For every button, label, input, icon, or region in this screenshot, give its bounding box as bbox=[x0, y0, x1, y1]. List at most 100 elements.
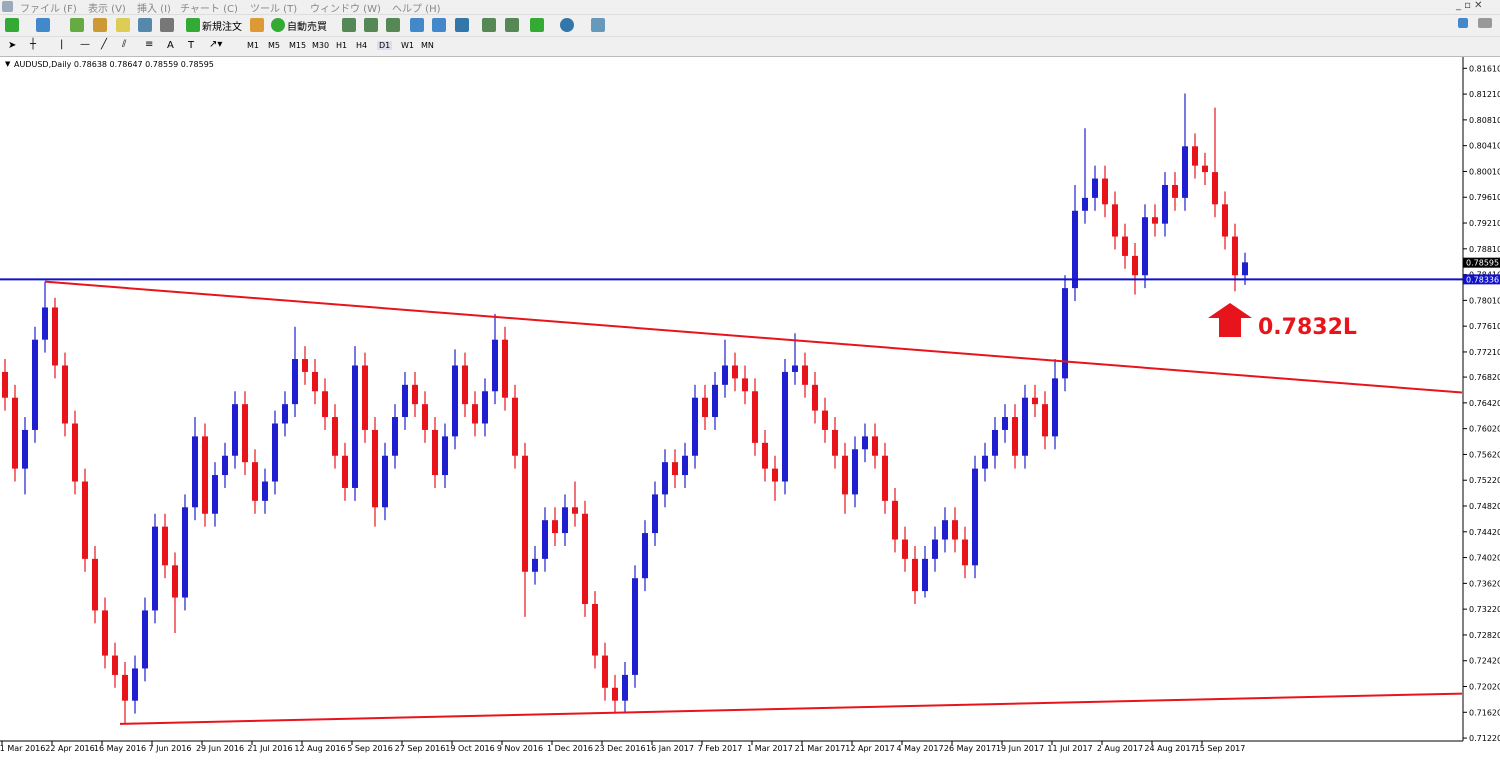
x-tick-label: 16 May 2016 bbox=[94, 744, 146, 753]
candle-body bbox=[1002, 417, 1008, 430]
menu-item[interactable]: ツール (T) bbox=[250, 4, 298, 15]
new-order-icon[interactable] bbox=[186, 18, 200, 32]
vline-tool[interactable]: | bbox=[60, 39, 64, 50]
candle-body bbox=[322, 391, 328, 418]
candle-body bbox=[972, 468, 978, 566]
tool-button[interactable] bbox=[364, 18, 378, 32]
chart-header: AUDUSD,Daily 0.78638 0.78647 0.78559 0.7… bbox=[14, 60, 214, 69]
candle-body bbox=[32, 339, 38, 430]
candle-body bbox=[402, 384, 408, 418]
candle-body bbox=[1062, 288, 1068, 379]
toolbar-button[interactable]: 新規注文 bbox=[202, 22, 242, 33]
annotation-arrow bbox=[1208, 303, 1252, 337]
y-tick-label: 0.79610 bbox=[1469, 193, 1500, 202]
x-tick-label: 15 Sep 2017 bbox=[1195, 744, 1246, 753]
menu-item[interactable]: ウィンドウ (W) bbox=[310, 4, 381, 15]
tool-button[interactable] bbox=[410, 18, 424, 32]
timeframe-button[interactable]: M30 bbox=[312, 41, 330, 50]
timeframe-button[interactable]: W1 bbox=[401, 41, 414, 50]
candle-body bbox=[342, 455, 348, 488]
timeframe-button[interactable]: M1 bbox=[247, 41, 259, 50]
tool-button[interactable] bbox=[138, 18, 152, 32]
menu-item[interactable]: 表示 (V) bbox=[88, 4, 126, 15]
y-tick-label: 0.71620 bbox=[1469, 708, 1500, 717]
chat-button[interactable] bbox=[1478, 18, 1492, 28]
y-tick-label: 0.71220 bbox=[1469, 734, 1500, 743]
timeframe-button[interactable]: H1 bbox=[336, 41, 348, 50]
tool-button[interactable] bbox=[505, 18, 519, 32]
search-button[interactable] bbox=[1458, 18, 1468, 28]
menu-item[interactable]: 挿入 (I) bbox=[137, 4, 171, 15]
app-icon bbox=[2, 1, 13, 12]
label-tool[interactable]: T bbox=[188, 40, 195, 51]
menu-item[interactable]: ヘルプ (H) bbox=[392, 4, 441, 15]
tool-button[interactable] bbox=[432, 18, 446, 32]
y-tick-label: 0.77210 bbox=[1469, 348, 1500, 357]
candle-body bbox=[752, 391, 758, 443]
cursor-tool[interactable]: ➤ bbox=[8, 40, 17, 51]
fibo-tool[interactable]: ≡ bbox=[145, 39, 154, 50]
candle-body bbox=[722, 365, 728, 385]
candle-body bbox=[92, 558, 98, 611]
candle-body bbox=[122, 674, 128, 701]
tool-button[interactable] bbox=[455, 18, 469, 32]
tool-button[interactable] bbox=[560, 18, 574, 32]
arrow-tool[interactable]: ↗▾ bbox=[209, 39, 223, 50]
hline-price-label: 0.78336 bbox=[1466, 275, 1499, 284]
tool-button[interactable] bbox=[36, 18, 50, 32]
text-tool[interactable]: A bbox=[167, 40, 174, 51]
tool-button[interactable] bbox=[160, 18, 174, 32]
candle-body bbox=[292, 359, 298, 405]
timeframe-button[interactable]: M15 bbox=[289, 41, 307, 50]
candle-body bbox=[602, 655, 608, 688]
timeframe-button[interactable]: MN bbox=[421, 41, 434, 50]
timeframe-button[interactable]: H4 bbox=[356, 41, 368, 50]
x-tick-label: 24 Aug 2017 bbox=[1144, 744, 1195, 753]
channel-tool[interactable]: ⫽ bbox=[122, 39, 127, 50]
candle-body bbox=[22, 429, 28, 469]
trendline-tool[interactable]: ╱ bbox=[101, 39, 108, 50]
candle-body bbox=[332, 417, 338, 456]
tool-button[interactable] bbox=[70, 18, 84, 32]
candle-body bbox=[192, 436, 198, 508]
y-tick-label: 0.74820 bbox=[1469, 502, 1500, 511]
tool-button[interactable] bbox=[591, 18, 605, 32]
menu-item[interactable]: チャート (C) bbox=[180, 4, 238, 15]
tool-button[interactable] bbox=[116, 18, 130, 32]
tool-button[interactable] bbox=[530, 18, 544, 32]
candle-body bbox=[962, 539, 968, 566]
x-tick-label: 26 May 2017 bbox=[944, 744, 996, 753]
tool-button[interactable] bbox=[386, 18, 400, 32]
toolbar-button[interactable]: 自動売買 bbox=[287, 22, 327, 33]
x-tick-label: 19 Jun 2017 bbox=[996, 744, 1044, 753]
candle-body bbox=[1222, 204, 1228, 237]
timeframe-button[interactable]: D1 bbox=[377, 41, 393, 50]
candle-body bbox=[1132, 255, 1138, 276]
window-control[interactable]: _ ▫ ✕ bbox=[1456, 0, 1483, 11]
candle-body bbox=[152, 526, 158, 611]
auto-trade-status[interactable] bbox=[271, 18, 285, 32]
tool-button[interactable] bbox=[342, 18, 356, 32]
candle-body bbox=[1072, 210, 1078, 289]
candle-body bbox=[272, 423, 278, 482]
timeframe-button[interactable]: M5 bbox=[268, 41, 280, 50]
candle-body bbox=[912, 558, 918, 592]
candle-body bbox=[82, 481, 88, 559]
candle-body bbox=[892, 500, 898, 540]
tool-button[interactable] bbox=[93, 18, 107, 32]
menu-item[interactable]: ファイル (F) bbox=[20, 4, 77, 15]
candle-body bbox=[1012, 417, 1018, 456]
candle-body bbox=[612, 687, 618, 701]
hline-tool[interactable]: — bbox=[80, 39, 90, 50]
tool-button[interactable] bbox=[482, 18, 496, 32]
candle-body bbox=[222, 455, 228, 476]
tool-button[interactable] bbox=[5, 18, 19, 32]
candle-body bbox=[1082, 197, 1088, 211]
candle-body bbox=[642, 533, 648, 579]
candle-body bbox=[252, 462, 258, 501]
candle-body bbox=[862, 436, 868, 450]
auto-trade-icon[interactable] bbox=[250, 18, 264, 32]
candle-body bbox=[182, 507, 188, 598]
crosshair-tool[interactable]: ┼ bbox=[30, 39, 37, 50]
